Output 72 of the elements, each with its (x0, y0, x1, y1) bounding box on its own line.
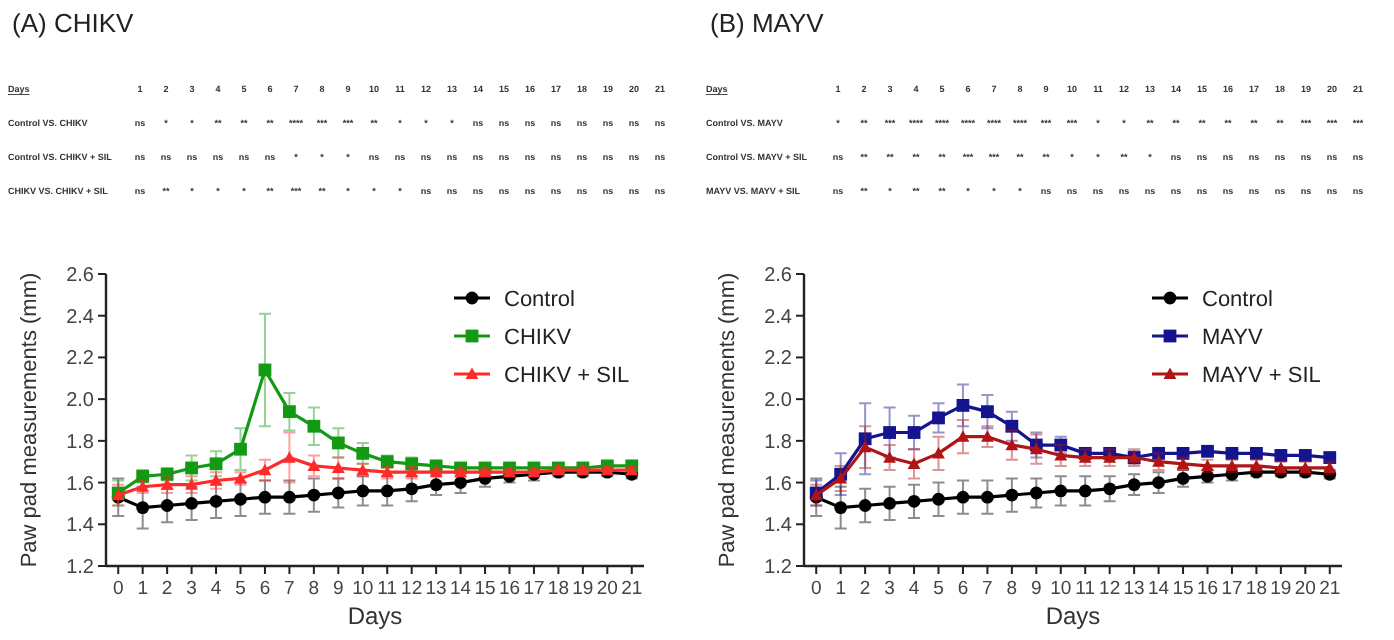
x-tick-label: 6 (259, 578, 271, 600)
x-axis-title: Days (1045, 602, 1101, 630)
x-tick-label: 21 (621, 578, 643, 600)
x-tick-label: 9 (1031, 578, 1042, 600)
x-tick-label: 8 (308, 578, 320, 600)
x-tick-label: 20 (596, 578, 618, 600)
y-tick-label: 2.0 (66, 390, 95, 413)
legend-label: Control (1202, 288, 1273, 312)
x-tick-label: 11 (377, 578, 398, 600)
x-tick-label: 4 (210, 578, 222, 600)
x-tick-label: 1 (835, 578, 846, 600)
y-tick-label: 1.2 (66, 557, 95, 579)
x-tick-label: 3 (884, 578, 895, 600)
y-tick-label: 2.6 (66, 265, 95, 287)
y-tick-label: 1.4 (66, 515, 95, 538)
y-tick-label: 1.8 (66, 431, 95, 454)
x-tick-label: 2 (859, 578, 871, 600)
y-axis-title: Paw pad measurements (mm) (18, 272, 42, 568)
x-tick-label: 12 (401, 578, 423, 600)
y-tick-label: 2.4 (764, 306, 793, 329)
x-tick-label: 1 (137, 578, 148, 600)
y-tick-label: 1.6 (764, 473, 793, 496)
chart-title: (B) MAYV (710, 8, 825, 38)
x-tick-label: 0 (810, 578, 822, 600)
x-tick-label: 8 (1006, 578, 1018, 600)
y-tick-label: 2.6 (764, 265, 793, 287)
x-tick-label: 21 (1319, 578, 1341, 600)
x-tick-label: 7 (982, 578, 993, 600)
x-tick-label: 7 (284, 578, 295, 600)
legend-label: MAYV (1202, 326, 1265, 350)
x-tick-label: 18 (547, 578, 569, 600)
y-tick-label: 1.4 (764, 515, 793, 538)
x-tick-label: 4 (908, 578, 920, 600)
x-tick-label: 12 (1099, 578, 1121, 600)
y-axis-title: Paw pad measurements (mm) (716, 272, 740, 568)
y-tick-label: 1.8 (764, 431, 793, 454)
x-tick-label: 17 (523, 578, 545, 600)
y-tick-label: 2.0 (764, 390, 793, 413)
x-tick-label: 16 (1196, 578, 1219, 600)
x-tick-label: 2 (161, 578, 173, 600)
legend-label: CHIKV + SIL (504, 364, 630, 388)
x-tick-label: 11 (1075, 578, 1096, 600)
x-tick-label: 20 (1294, 578, 1316, 600)
y-tick-label: 2.2 (764, 348, 793, 371)
chart-title: (A) CHIKV (12, 8, 134, 38)
x-tick-label: 5 (235, 578, 246, 600)
y-tick-label: 2.2 (66, 348, 95, 371)
x-tick-label: 15 (474, 578, 496, 600)
x-tick-label: 17 (1221, 578, 1243, 600)
x-tick-label: 15 (1172, 578, 1194, 600)
legend-label: CHIKV (504, 326, 573, 350)
legend-label: MAYV + SIL (1202, 364, 1321, 388)
x-tick-label: 19 (1270, 578, 1292, 600)
y-tick-label: 2.4 (66, 306, 95, 329)
x-tick-label: 14 (1148, 578, 1170, 600)
x-tick-label: 10 (1050, 578, 1072, 600)
x-tick-label: 10 (352, 578, 374, 600)
x-tick-label: 13 (425, 578, 447, 600)
x-tick-label: 18 (1245, 578, 1267, 600)
legend-label: Control (504, 288, 575, 312)
y-tick-label: 1.6 (66, 473, 95, 496)
x-tick-label: 16 (498, 578, 521, 600)
x-tick-label: 5 (933, 578, 944, 600)
y-tick-label: 1.2 (764, 557, 793, 579)
x-tick-label: 6 (957, 578, 969, 600)
x-tick-label: 9 (333, 578, 344, 600)
x-axis-title: Days (347, 602, 403, 630)
x-tick-label: 19 (572, 578, 594, 600)
x-tick-label: 13 (1123, 578, 1145, 600)
x-tick-label: 14 (450, 578, 472, 600)
x-tick-label: 3 (186, 578, 197, 600)
x-tick-label: 0 (112, 578, 124, 600)
